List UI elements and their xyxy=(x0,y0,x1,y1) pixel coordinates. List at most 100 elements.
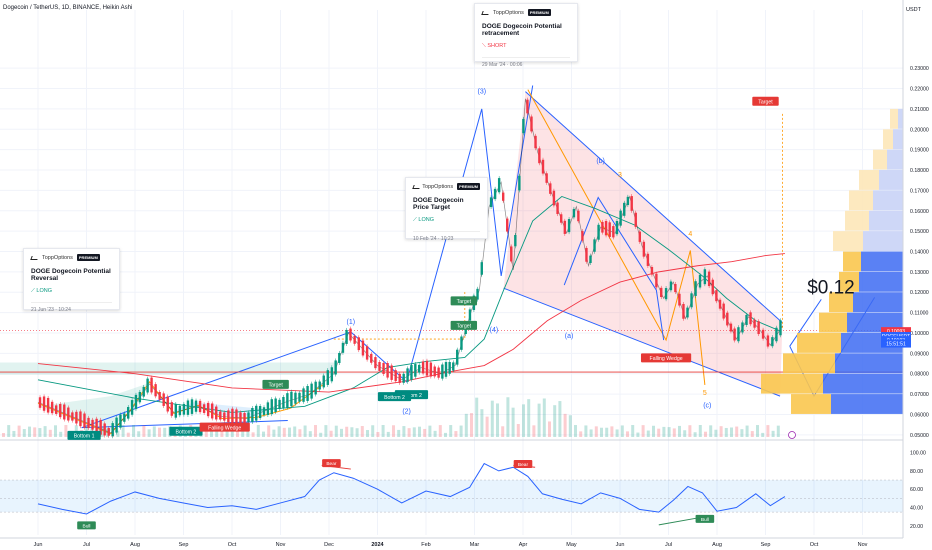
volume-bar xyxy=(288,427,291,437)
price-tick-label: 0.23000 xyxy=(910,66,929,72)
volume-bar xyxy=(163,427,167,437)
volume-profile-bar xyxy=(890,108,898,129)
candle xyxy=(338,352,341,364)
candle xyxy=(669,281,673,291)
volume-bar xyxy=(600,427,603,437)
time-tick-label: Aug xyxy=(130,542,140,548)
idea-card-retracement[interactable]: ToppOptions PREMIUM DOGE Dogecoin Potenti… xyxy=(474,3,578,68)
candle xyxy=(646,253,650,266)
tag-box xyxy=(752,96,779,106)
candle xyxy=(154,384,157,397)
volume-bar xyxy=(418,426,421,437)
candle xyxy=(534,135,537,149)
volume-bar xyxy=(340,428,343,437)
volume-bar xyxy=(646,430,650,437)
volume-profile-bar xyxy=(873,149,887,170)
idea-title: DOGE Dogecoin Potential retracement xyxy=(482,23,562,37)
candle xyxy=(497,178,501,193)
volume-bar xyxy=(392,425,395,437)
candle xyxy=(194,400,198,412)
candle xyxy=(429,362,433,377)
volume-bar xyxy=(558,401,562,437)
volume-bar xyxy=(537,403,541,437)
tag-label: Bottom 2 xyxy=(401,393,422,399)
candle xyxy=(757,321,760,335)
volume-bar xyxy=(386,431,390,437)
volume-bar xyxy=(412,427,416,437)
wedge-upper-line xyxy=(525,91,783,324)
idea-card-reversal[interactable]: ToppOptions PREMIUM DOGE Dogecoin Potenti… xyxy=(23,248,120,313)
volume-bar xyxy=(480,409,484,437)
candle xyxy=(223,412,226,421)
candle xyxy=(235,409,238,424)
volume-profile-bar xyxy=(859,271,903,292)
candle xyxy=(95,418,98,433)
idea-timestamp: 10 Feb '24 · 10:23 xyxy=(413,231,480,242)
rsi-tick-label: 100.00 xyxy=(910,451,926,457)
candle xyxy=(722,303,725,319)
range-box xyxy=(0,362,337,375)
idea-card-price-target[interactable]: ToppOptions PREMIUM DOGE Dogecoin Price T… xyxy=(405,177,488,242)
candle xyxy=(306,386,309,401)
candle xyxy=(75,411,78,424)
price-tick-label: 0.10000 xyxy=(910,331,929,337)
volume-profile-bar xyxy=(893,129,903,150)
volume-bar xyxy=(761,432,765,437)
volume-bar xyxy=(652,425,655,437)
candle xyxy=(186,400,190,415)
candle xyxy=(210,403,214,419)
candle xyxy=(694,281,697,297)
tag-box xyxy=(450,296,478,306)
candle xyxy=(538,148,541,164)
volume-bar xyxy=(750,431,754,437)
candle xyxy=(655,273,658,288)
candle xyxy=(634,212,637,227)
volume-bar xyxy=(444,432,447,437)
brand-name: ToppOptions xyxy=(493,9,524,16)
volume-bar xyxy=(735,426,739,437)
wave-label: (b) xyxy=(596,158,605,165)
candle xyxy=(526,99,529,114)
volume-bar xyxy=(371,425,375,437)
candle xyxy=(247,412,250,423)
tag-box xyxy=(262,379,289,389)
volume-bar xyxy=(433,430,437,437)
wave-label: 4 xyxy=(688,231,692,238)
price-tick-label: 0.19000 xyxy=(910,148,929,154)
volume-bar xyxy=(449,425,453,437)
candle xyxy=(556,202,559,215)
volume-bar xyxy=(553,405,557,437)
time-tick-label: 2024 xyxy=(371,542,384,548)
rsi-line xyxy=(37,462,786,515)
candle xyxy=(370,353,373,363)
candle xyxy=(326,370,329,385)
candle xyxy=(231,408,234,424)
candle xyxy=(67,407,70,421)
candle xyxy=(270,399,273,415)
candle xyxy=(182,403,186,415)
candle xyxy=(421,361,425,374)
candle xyxy=(258,406,262,419)
volume-bar xyxy=(22,429,26,437)
candle xyxy=(601,221,604,233)
candle xyxy=(559,214,563,223)
wave-label: (a) xyxy=(565,333,574,340)
candle xyxy=(262,407,266,415)
rsi-tick-label: 60.00 xyxy=(910,487,923,493)
candle xyxy=(619,210,622,226)
candle xyxy=(91,419,94,430)
wave-label: (1) xyxy=(347,319,356,326)
idea-direction: LONG xyxy=(418,217,434,223)
volume-bar xyxy=(314,425,317,437)
candle xyxy=(170,402,173,416)
idea-direction: SHORT xyxy=(487,43,507,49)
volume-bar xyxy=(719,426,723,437)
candle xyxy=(711,279,714,295)
candle xyxy=(623,202,626,216)
candle xyxy=(510,246,513,262)
volume-bar xyxy=(28,426,31,437)
wave-label: (c) xyxy=(703,402,711,409)
candle xyxy=(749,312,752,325)
volume-bar xyxy=(490,400,494,437)
